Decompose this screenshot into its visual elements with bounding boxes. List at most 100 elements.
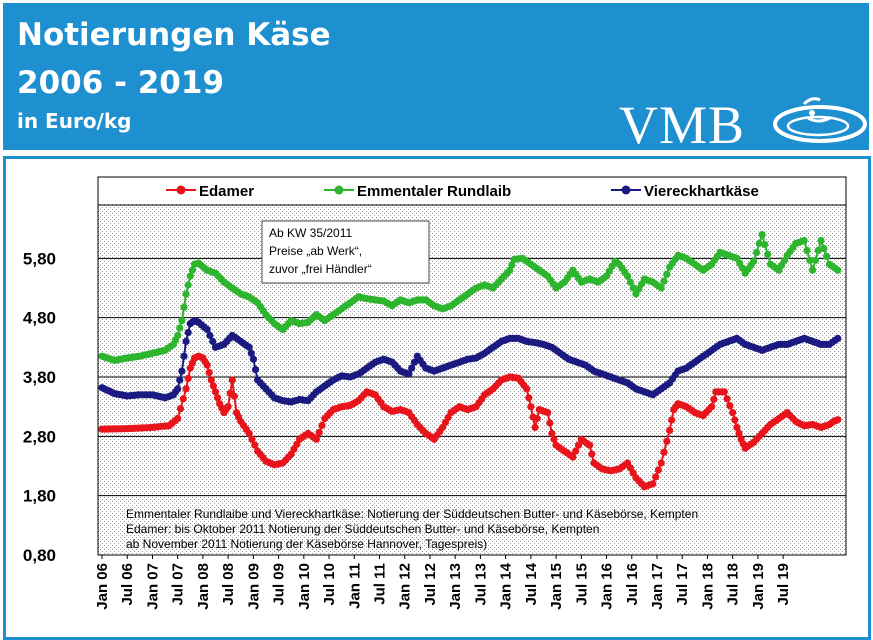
line-chart: 0,801,802,803,804,805,80 Jan 06 Jul 06 Jan… xyxy=(23,176,847,610)
legend-marker-viereckhartkaese xyxy=(621,185,631,195)
x-tick-label: Jan 19 xyxy=(750,563,767,610)
data-point xyxy=(176,324,184,332)
x-tick-label: Jul 12 xyxy=(422,563,439,606)
data-point xyxy=(548,429,556,437)
data-point xyxy=(729,409,737,417)
data-point xyxy=(527,403,535,411)
data-point xyxy=(176,376,184,384)
data-point xyxy=(654,466,663,474)
data-point xyxy=(546,419,554,427)
chart-title-years: 2006 - 2019 xyxy=(17,65,225,101)
legend-label-emmentaler: Emmentaler Rundlaib xyxy=(357,183,511,200)
data-point xyxy=(809,266,817,274)
data-point xyxy=(663,270,671,278)
series-lines xyxy=(98,231,842,491)
data-point xyxy=(224,403,232,411)
data-point xyxy=(668,416,676,424)
data-point xyxy=(710,395,718,403)
data-point xyxy=(203,325,211,334)
x-tick-label: Jul 09 xyxy=(271,563,288,606)
data-point xyxy=(182,337,190,345)
data-point xyxy=(214,394,222,402)
x-tick-label: Jan 09 xyxy=(245,563,262,610)
gridlines xyxy=(98,257,846,497)
x-tick-label: Jan 13 xyxy=(447,563,464,610)
data-point xyxy=(629,284,637,292)
series-edamer xyxy=(98,352,842,491)
data-point xyxy=(723,395,731,403)
data-point xyxy=(761,240,769,249)
data-point xyxy=(752,248,761,256)
data-point xyxy=(649,480,657,488)
data-point xyxy=(531,423,539,431)
data-point xyxy=(731,416,739,424)
data-point xyxy=(626,278,635,286)
data-point xyxy=(207,376,215,384)
x-tick-label: Jul 17 xyxy=(674,563,691,606)
x-tick-label: Jul 10 xyxy=(321,563,338,606)
x-tick-label: Jul 16 xyxy=(624,563,641,606)
data-point xyxy=(228,376,236,384)
data-point xyxy=(211,388,220,396)
data-point xyxy=(758,231,766,239)
data-point xyxy=(184,374,192,383)
data-point xyxy=(666,426,674,434)
data-point xyxy=(179,395,187,403)
data-point xyxy=(834,416,842,424)
data-point xyxy=(750,257,758,265)
legend-item-emmentaler: Emmentaler Rundlaib xyxy=(324,183,511,200)
note-line3: ab November 2011 Notierung der Käsebörse… xyxy=(126,537,487,551)
data-point xyxy=(245,429,253,437)
x-tick-label: Jul 06 xyxy=(119,563,136,606)
vmb-logo-emblem-icon xyxy=(773,97,867,143)
data-point xyxy=(720,388,728,396)
x-tick-label: Jul 19 xyxy=(775,563,792,606)
data-point xyxy=(811,256,820,264)
data-point xyxy=(178,317,186,325)
data-point xyxy=(523,385,531,393)
x-tick-label: Jan 12 xyxy=(397,563,414,610)
data-point xyxy=(733,423,741,431)
x-tick-label: Jul 18 xyxy=(725,563,742,606)
data-point xyxy=(315,428,323,436)
data-point xyxy=(624,272,632,280)
data-point xyxy=(408,364,416,372)
data-point xyxy=(803,246,811,254)
data-point xyxy=(708,403,716,411)
y-tick-label: 2,80 xyxy=(23,427,56,446)
legend-item-edamer: Edamer xyxy=(166,183,254,200)
data-point xyxy=(823,252,831,260)
data-point xyxy=(410,358,419,366)
x-tick-label: Jan 06 xyxy=(94,563,111,610)
data-point xyxy=(180,303,188,311)
data-point xyxy=(657,459,665,467)
data-point xyxy=(726,402,734,410)
data-point xyxy=(205,368,213,377)
note-line2: Edamer: bis Oktober 2011 Notierung der S… xyxy=(126,522,599,536)
data-point xyxy=(817,236,825,245)
data-point xyxy=(174,331,182,340)
y-tick-label: 1,80 xyxy=(23,487,56,506)
data-point xyxy=(834,334,842,342)
note-line1: Emmentaler Rundlaibe und Viereckhartkäse… xyxy=(126,507,698,521)
data-point xyxy=(544,409,552,417)
data-point xyxy=(248,435,256,443)
data-point xyxy=(184,328,192,337)
data-point xyxy=(764,250,772,258)
y-tick-label: 4,80 xyxy=(23,309,56,328)
x-tick-label: Jan 08 xyxy=(195,563,212,610)
data-point xyxy=(525,394,533,402)
data-point xyxy=(652,473,660,481)
legend-label-viereckhartkaese: Viereckhartkäse xyxy=(644,183,759,200)
data-point xyxy=(657,284,665,292)
data-point xyxy=(178,367,186,375)
series-emmentaler xyxy=(98,231,842,364)
data-point xyxy=(660,448,668,456)
data-point xyxy=(533,414,541,423)
data-point xyxy=(800,236,808,245)
data-point xyxy=(586,441,594,449)
data-point xyxy=(508,261,516,269)
y-tick-label: 3,80 xyxy=(23,368,56,387)
data-point xyxy=(251,441,259,449)
chart-title: Notierungen Käse xyxy=(17,17,331,53)
